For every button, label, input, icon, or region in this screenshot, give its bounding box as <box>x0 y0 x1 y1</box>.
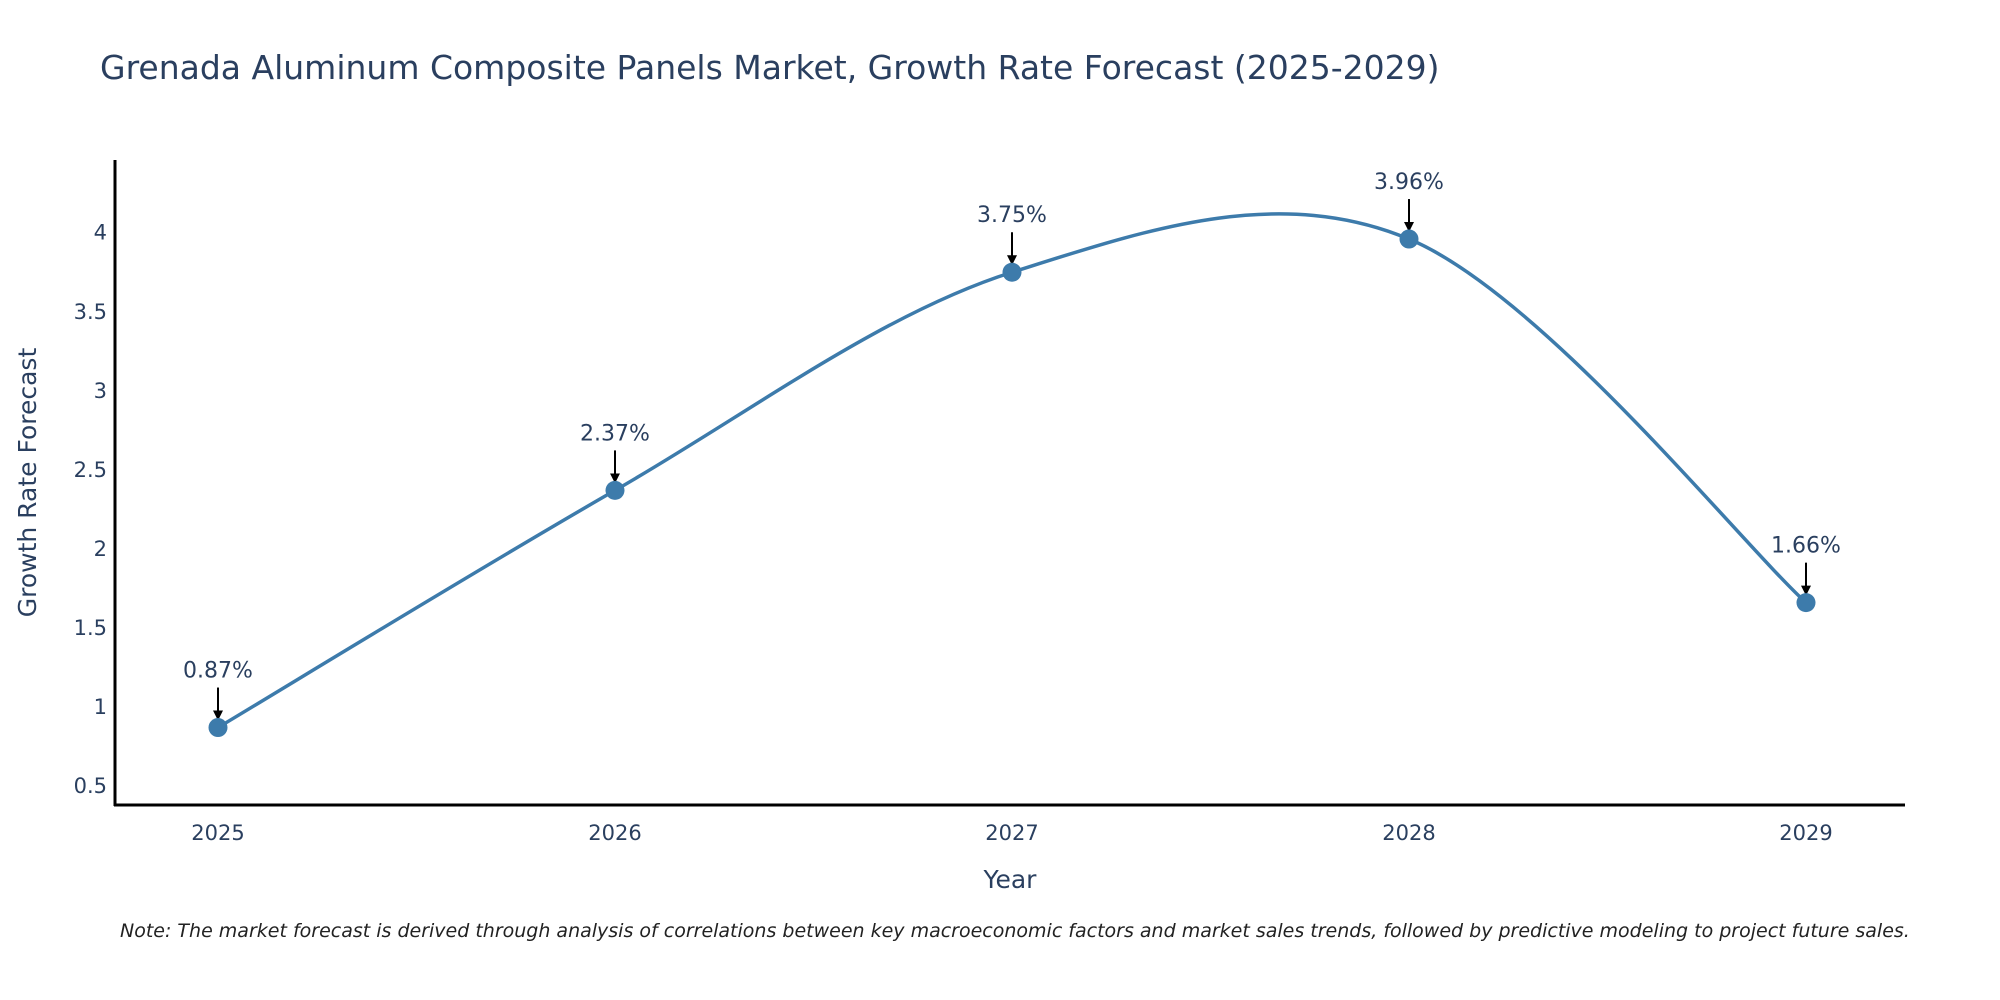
data-label: 3.96% <box>1374 170 1444 195</box>
x-tick-label: 2028 <box>1382 821 1435 845</box>
y-axis-title: Growth Rate Forecast <box>13 348 42 618</box>
data-point-2028[interactable] <box>1399 229 1419 249</box>
y-tick-label: 3 <box>94 379 107 403</box>
data-point-2027[interactable] <box>1002 262 1022 282</box>
annotations: 0.87% 2.37% 3.75% 3.96% 1.66% <box>183 170 1841 721</box>
x-tick-label: 2026 <box>588 821 641 845</box>
footnote: Note: The market forecast is derived thr… <box>120 920 1910 942</box>
data-label: 1.66% <box>1771 534 1841 559</box>
y-tick-label: 0.5 <box>74 774 107 798</box>
y-tick-label: 2.5 <box>74 458 107 482</box>
y-tick-label: 1.5 <box>74 616 107 640</box>
x-tick-label: 2029 <box>1779 821 1832 845</box>
data-point-2026[interactable] <box>605 480 625 500</box>
series-line <box>217 212 1808 730</box>
x-axis-ticks: 2025 2026 2027 2028 2029 <box>191 821 1832 845</box>
y-tick-label: 2 <box>94 537 107 561</box>
data-label: 3.75% <box>977 203 1047 228</box>
y-axis-ticks: 0.5 1 1.5 2 2.5 3 3.5 4 <box>74 221 107 798</box>
chart-title: Grenada Aluminum Composite Panels Market… <box>100 48 1440 87</box>
data-points <box>208 229 1816 738</box>
y-tick-label: 1 <box>94 695 107 719</box>
y-tick-label: 3.5 <box>74 300 107 324</box>
data-point-2029[interactable] <box>1796 593 1816 613</box>
data-point-2025[interactable] <box>208 718 228 738</box>
data-label: 2.37% <box>580 421 650 446</box>
data-label: 0.87% <box>183 659 253 684</box>
x-tick-label: 2025 <box>191 821 244 845</box>
y-tick-label: 4 <box>94 221 107 245</box>
x-tick-label: 2027 <box>985 821 1038 845</box>
x-axis-title: Year <box>983 865 1038 894</box>
